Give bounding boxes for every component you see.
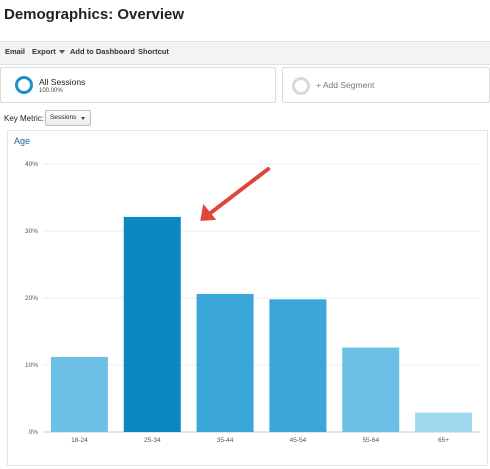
- y-tick-label: 20%: [25, 295, 38, 302]
- add-segment-button[interactable]: + Add Segment: [282, 67, 490, 103]
- key-metric-select[interactable]: Sessions: [45, 110, 91, 126]
- y-tick-label: 40%: [25, 161, 38, 168]
- shortcut-button[interactable]: Shortcut: [138, 47, 169, 56]
- page-title: Demographics: Overview: [4, 6, 185, 23]
- age-bar-chart: 0% 10% 20% 30% 40% 18-24 25-34 35-44 45-54 55-64 6…: [25, 161, 480, 444]
- chevron-down-icon: [81, 117, 85, 120]
- x-tick-label: 35-44: [217, 437, 234, 444]
- segment-name: All Sessions: [39, 77, 86, 87]
- empty-segment-icon: [292, 77, 310, 95]
- chart-title: Age: [14, 136, 31, 146]
- age-chart-panel: Age 0% 10% 20% 30% 40% 18-24 25-34 35-44 45-54 55…: [7, 130, 488, 466]
- add-segment-label: + Add Segment: [316, 80, 375, 90]
- x-tick-label: 45-54: [290, 437, 307, 444]
- annotation-arrow-shaft: [207, 166, 271, 216]
- y-tick-label: 0%: [29, 429, 39, 436]
- add-to-dashboard-button[interactable]: Add to Dashboard: [70, 47, 135, 56]
- segment-all-sessions[interactable]: All Sessions 100.00%: [0, 67, 276, 103]
- bar-18-24: [50, 356, 108, 432]
- x-tick-label: 18-24: [71, 437, 88, 444]
- export-label: Export: [32, 47, 56, 56]
- bar-55-64: [342, 347, 400, 432]
- chevron-down-icon: [58, 50, 65, 55]
- key-metric-label: Key Metric:: [4, 114, 45, 123]
- email-button[interactable]: Email: [5, 47, 26, 56]
- key-metric-value: Sessions: [50, 114, 77, 121]
- export-button[interactable]: Export: [32, 47, 65, 56]
- bar-65+: [415, 412, 473, 432]
- report-toolbar: Email Export Add to Dashboard Shortcut: [0, 41, 490, 65]
- y-tick-label: 10%: [25, 362, 38, 369]
- y-tick-label: 30%: [25, 228, 38, 235]
- bar-25-34: [123, 216, 181, 432]
- arrow-head-icon: [200, 203, 217, 221]
- segment-ring-icon: [15, 76, 33, 94]
- x-tick-label: 55-64: [362, 437, 379, 444]
- x-tick-label: 65+: [438, 437, 449, 444]
- segment-percent: 100.00%: [39, 88, 63, 94]
- x-tick-label: 25-34: [144, 437, 161, 444]
- bar-45-54: [269, 299, 327, 432]
- bar-35-44: [196, 293, 254, 432]
